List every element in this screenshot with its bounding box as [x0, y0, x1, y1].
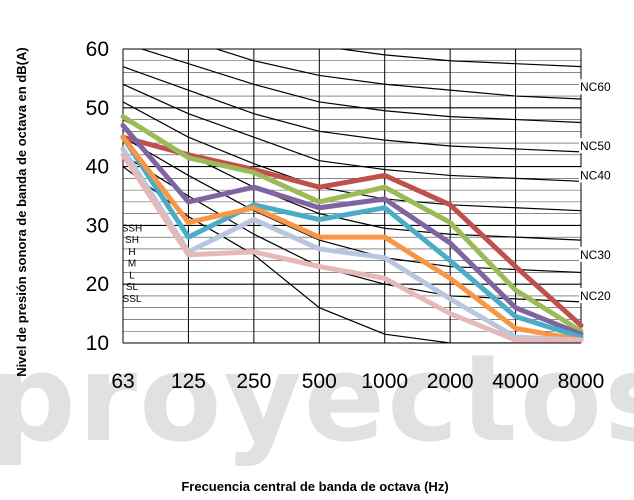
x-tick-label: 8000 — [558, 370, 605, 393]
y-tick-label: 10 — [86, 332, 109, 355]
y-tick-label: 30 — [86, 214, 109, 237]
nc-label-bg — [579, 287, 613, 303]
sensitivity-label: SSH — [122, 223, 143, 234]
y-axis-title: Nivel de presión sonora de banda de octa… — [14, 47, 29, 376]
nc-label: NC60 — [580, 80, 611, 94]
nc-label: NC30 — [580, 248, 611, 262]
nc-label: NC50 — [580, 139, 611, 153]
series-line — [120, 134, 584, 340]
nc-label: NC40 — [580, 168, 611, 182]
series-line — [120, 152, 584, 343]
nc-curves — [123, 0, 581, 343]
sensitivity-label: SSL — [123, 294, 142, 305]
nc-curve-line — [214, 49, 581, 100]
sensitivity-label: SH — [125, 235, 139, 246]
x-tick-label: 2000 — [427, 370, 474, 393]
x-tick-label: 1000 — [361, 370, 408, 393]
x-tick-labels: 63 125 250 500 1000 2000 4000 8000 — [111, 370, 604, 393]
series-line — [120, 146, 584, 343]
nc-label-bg — [579, 167, 613, 183]
y-tick-label: 50 — [86, 97, 109, 120]
x-axis-title: Frecuencia central de banda de octava (H… — [181, 479, 448, 494]
series-lines — [120, 114, 584, 343]
series-line — [120, 134, 584, 328]
nc-curve-line — [123, 66, 581, 153]
nc-label-bg — [579, 138, 613, 154]
nc-curve-line — [123, 136, 581, 274]
sensitivity-label: H — [128, 247, 135, 258]
nc-curve-line — [123, 0, 581, 46]
series-line — [120, 114, 584, 334]
nc-label-bg — [579, 79, 613, 95]
x-tick-label: 63 — [111, 370, 134, 393]
watermark-text: proyectos — [0, 330, 634, 469]
nc-labels: NC60 NC50 NC40 NC30 NC20 — [579, 79, 613, 303]
series-line — [120, 122, 584, 337]
x-tick-label: 250 — [236, 370, 271, 393]
y-tick-label: 20 — [86, 273, 109, 296]
nc-curve-line — [336, 49, 581, 68]
y-tick-label: 60 — [86, 38, 109, 61]
sensitivity-label: SL — [126, 282, 139, 293]
x-tick-label: 4000 — [492, 370, 539, 393]
sensitivity-label: M — [128, 259, 136, 270]
nc-curve-line — [123, 83, 581, 182]
y-tick-label: 40 — [86, 156, 109, 179]
nc-curve-line — [139, 49, 581, 124]
nc-label-bg — [579, 246, 613, 262]
x-tick-label: 125 — [171, 370, 206, 393]
x-tick-label: 500 — [302, 370, 337, 393]
sensitivity-label: L — [129, 270, 135, 281]
nc-curve-line — [123, 166, 581, 343]
y-tick-labels: 10 20 30 40 50 60 — [86, 38, 109, 355]
nc-label: NC20 — [580, 289, 611, 303]
series-line — [120, 134, 584, 343]
